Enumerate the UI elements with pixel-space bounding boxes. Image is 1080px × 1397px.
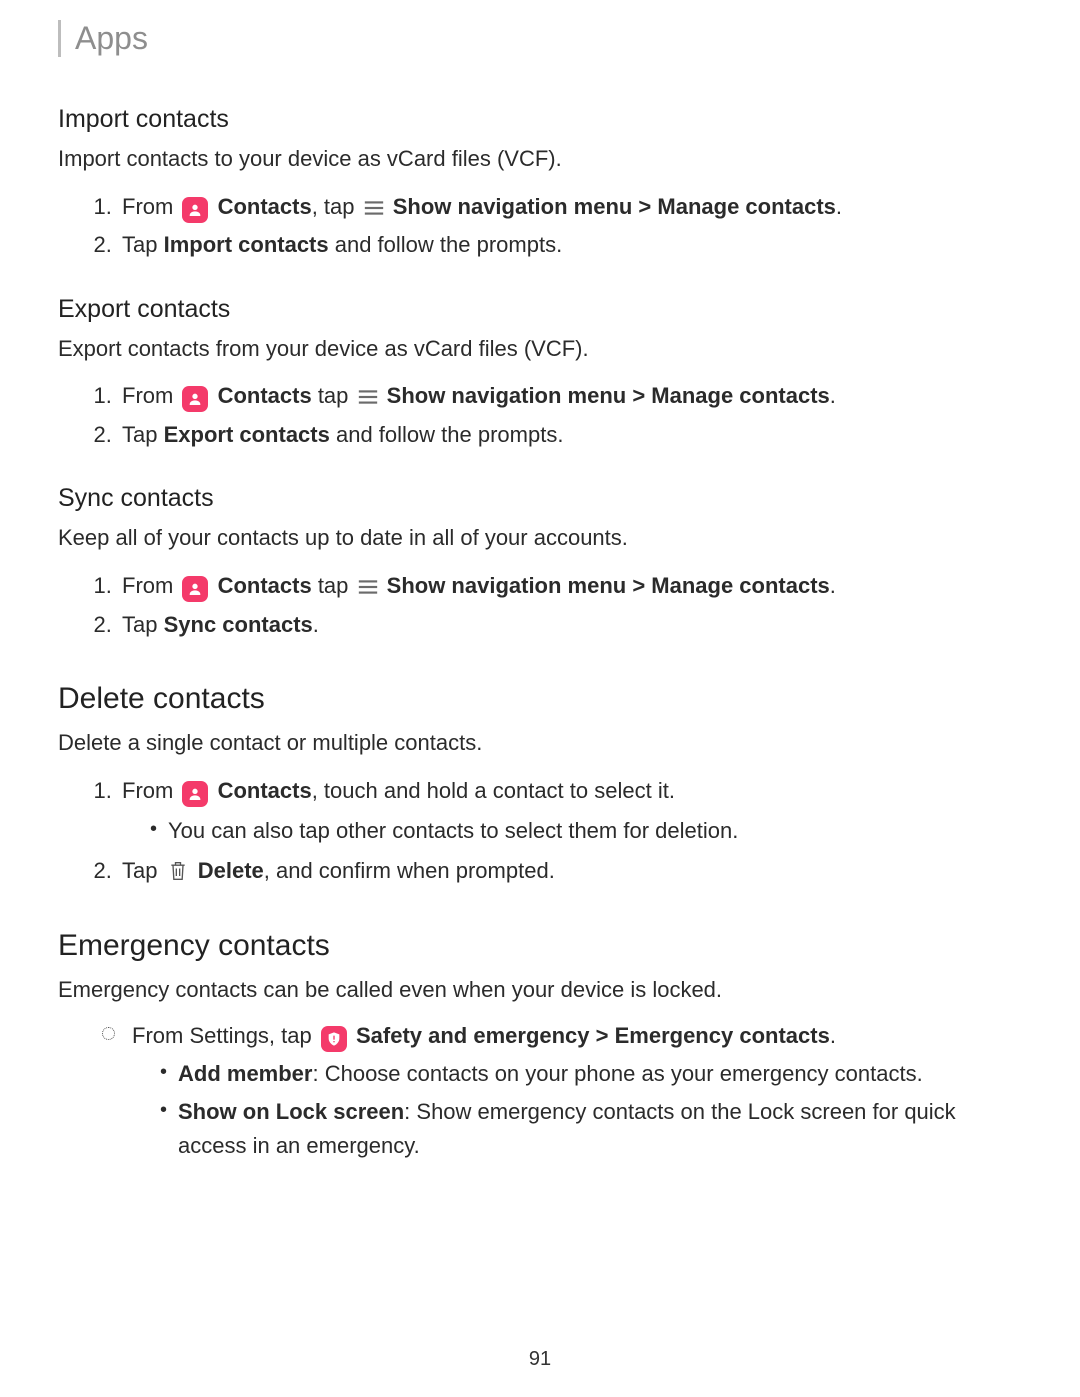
import-step-1: From Contacts, tap Show navigation menu …: [118, 188, 1022, 227]
delete-steps: From Contacts, touch and hold a contact …: [58, 772, 1022, 891]
emergency-sub: Add member: Choose contacts on your phon…: [132, 1057, 1022, 1163]
action-label: Sync contacts: [164, 612, 313, 637]
hamburger-icon: [357, 387, 379, 407]
text: From: [122, 573, 179, 598]
section-heading-delete: Delete contacts: [58, 682, 1022, 716]
contacts-icon: [182, 197, 208, 223]
section-heading-emergency: Emergency contacts: [58, 929, 1022, 963]
text: From: [122, 194, 179, 219]
import-intro: Import contacts to your device as vCard …: [58, 144, 1022, 174]
text: From: [122, 778, 179, 803]
contacts-icon: [182, 781, 208, 807]
delete-intro: Delete a single contact or multiple cont…: [58, 728, 1022, 758]
text: Tap: [122, 858, 164, 883]
contacts-icon: [182, 576, 208, 602]
action-label: Import contacts: [164, 232, 329, 257]
contacts-label: Contacts: [218, 194, 312, 219]
contacts-label: Contacts: [218, 383, 312, 408]
delete-step-1-sub: You can also tap other contacts to selec…: [122, 814, 1022, 848]
safety-label: Safety and emergency > Emergency contact…: [356, 1023, 830, 1048]
text: From: [122, 383, 179, 408]
contacts-label: Contacts: [218, 573, 312, 598]
emergency-step-1: From Settings, tap Safety and emergency …: [110, 1019, 1022, 1163]
text: : Choose contacts on your phone as your …: [312, 1061, 922, 1086]
delete-step-1: From Contacts, touch and hold a contact …: [118, 772, 1022, 849]
text: .: [830, 573, 836, 598]
section-heading-import: Import contacts: [58, 105, 1022, 134]
emergency-sub-2: Show on Lock screen: Show emergency cont…: [160, 1095, 1022, 1163]
sub-label: Show on Lock screen: [178, 1099, 404, 1124]
delete-step-2: Tap Delete, and confirm when prompted.: [118, 852, 1022, 891]
text: and follow the prompts.: [329, 232, 563, 257]
nav-label: Show navigation menu > Manage contacts: [387, 383, 830, 408]
text: .: [830, 1023, 836, 1048]
sub-label: Add member: [178, 1061, 312, 1086]
text: , and confirm when prompted.: [264, 858, 555, 883]
section-heading-sync: Sync contacts: [58, 484, 1022, 513]
delete-label: Delete: [198, 858, 264, 883]
export-step-2: Tap Export contacts and follow the promp…: [118, 416, 1022, 455]
sync-steps: From Contacts tap Show navigation menu >…: [58, 567, 1022, 644]
emergency-sub-1: Add member: Choose contacts on your phon…: [160, 1057, 1022, 1091]
text: Tap: [122, 232, 164, 257]
text: tap: [312, 573, 355, 598]
text: and follow the prompts.: [330, 422, 564, 447]
hamburger-icon: [363, 198, 385, 218]
text: .: [313, 612, 319, 637]
contacts-label: Contacts: [218, 778, 312, 803]
text: Tap: [122, 422, 164, 447]
import-step-2: Tap Import contacts and follow the promp…: [118, 226, 1022, 265]
header-title: Apps: [75, 20, 148, 56]
text: , touch and hold a contact to select it.: [312, 778, 675, 803]
nav-label: Show navigation menu > Manage contacts: [393, 194, 836, 219]
contacts-icon: [182, 386, 208, 412]
nav-label: Show navigation menu > Manage contacts: [387, 573, 830, 598]
emergency-intro: Emergency contacts can be called even wh…: [58, 975, 1022, 1005]
text: tap: [312, 383, 355, 408]
text: , tap: [312, 194, 361, 219]
sync-step-1: From Contacts tap Show navigation menu >…: [118, 567, 1022, 606]
text: .: [836, 194, 842, 219]
export-step-1: From Contacts tap Show navigation menu >…: [118, 377, 1022, 416]
text: Tap: [122, 612, 164, 637]
page-header: Apps: [58, 20, 1022, 57]
page-number: 91: [0, 1348, 1080, 1371]
page: Apps Import contacts Import contacts to …: [0, 0, 1080, 1397]
sync-step-2: Tap Sync contacts.: [118, 606, 1022, 645]
action-label: Export contacts: [164, 422, 330, 447]
trash-icon: [166, 858, 190, 884]
emergency-steps: From Settings, tap Safety and emergency …: [58, 1019, 1022, 1163]
delete-step-1-sub-1: You can also tap other contacts to selec…: [150, 814, 1022, 848]
hamburger-icon: [357, 577, 379, 597]
text: From Settings, tap: [132, 1023, 318, 1048]
import-steps: From Contacts, tap Show navigation menu …: [58, 188, 1022, 265]
export-intro: Export contacts from your device as vCar…: [58, 334, 1022, 364]
sync-intro: Keep all of your contacts up to date in …: [58, 523, 1022, 553]
section-heading-export: Export contacts: [58, 295, 1022, 324]
text: .: [830, 383, 836, 408]
safety-icon: [321, 1026, 347, 1052]
export-steps: From Contacts tap Show navigation menu >…: [58, 377, 1022, 454]
